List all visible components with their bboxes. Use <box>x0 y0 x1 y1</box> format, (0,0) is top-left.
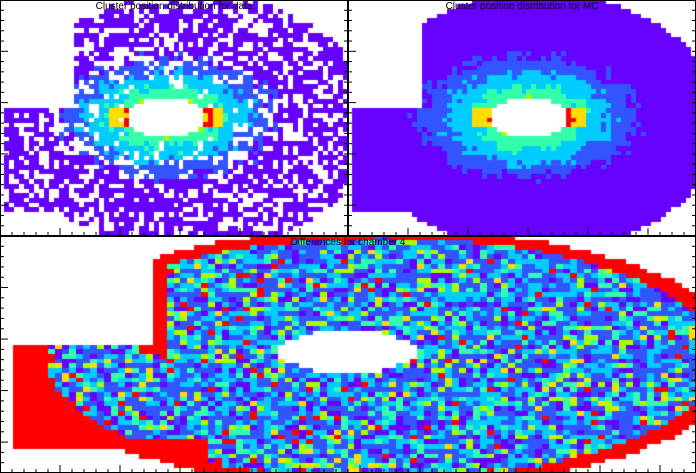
heatmap-mc <box>348 0 696 236</box>
pad-data: Cluster position distribution for data <box>0 0 348 236</box>
pad-differences: Differences for chamber 4 <box>0 236 696 473</box>
heatmap-data <box>0 0 348 236</box>
title-data: Cluster position distribution for data <box>95 1 253 12</box>
pad-mc: Cluster position distribution for MC <box>348 0 696 236</box>
title-differences: Differences for chamber 4 <box>290 237 406 248</box>
title-mc: Cluster position distribution for MC <box>445 1 599 12</box>
heatmap-differences <box>0 236 696 473</box>
